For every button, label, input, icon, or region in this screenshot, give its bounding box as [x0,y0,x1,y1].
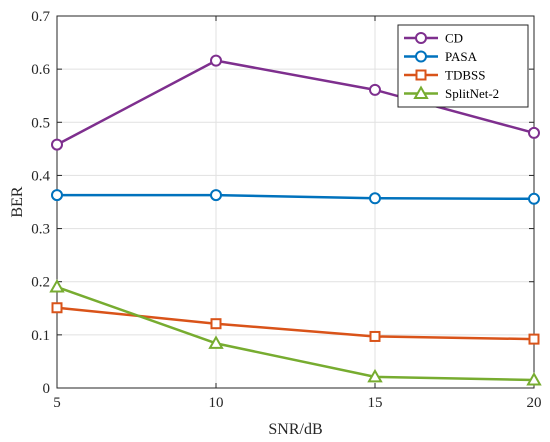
data-point-pasa [369,192,381,205]
data-point-splitnet-2 [367,368,383,383]
data-point-pasa [51,189,63,202]
x-tick-label: 15 [368,395,383,411]
legend-item-cd: CD [404,31,463,46]
data-point-splitnet-2 [208,335,224,349]
y-tick-label: 0.7 [31,9,50,25]
x-tick-label: 20 [527,395,542,411]
legend-label: PASA [445,49,478,64]
legend-item-pasa: PASA [404,49,478,64]
legend-marker [415,32,427,44]
legend: CD PASA TDBSS SplitNet-2 [397,24,529,108]
data-point-cd [528,126,540,139]
data-point-tdbss [369,330,381,342]
legend-item-splitnet-2: SplitNet-2 [404,85,499,101]
data-point-splitnet-2 [526,372,542,386]
series-line-cd [56,59,535,146]
y-tick-label: 0.5 [31,115,50,131]
legend-label: CD [445,31,463,46]
data-point-cd [51,138,63,151]
data-point-cd [210,54,222,67]
series-line-splitnet-2 [56,285,535,382]
x-tick-label: 5 [53,395,61,411]
axis-ticks: 5 10 15 20 0 0.1 0.2 0.3 0.4 0.5 0.6 0.7 [31,9,541,411]
y-tick-label: 0.6 [31,62,50,78]
data-point-cd [369,83,381,96]
data-point-splitnet-2 [49,279,65,293]
legend-marker [413,85,429,99]
series-cd [51,54,540,151]
data-point-tdbss [528,333,540,345]
y-tick-label: 0.3 [31,222,50,238]
legend-marker [415,50,427,63]
series-splitnet-2 [49,279,542,386]
y-tick-label: 0.4 [31,168,50,184]
series-pasa [51,189,540,205]
series-line-pasa [57,193,535,201]
data-point-pasa [210,189,222,202]
series-group [49,54,542,386]
y-tick-label: 0.1 [31,328,50,344]
legend-item-tdbss: TDBSS [404,68,485,83]
y-axis-label: BER [9,186,26,217]
legend-label: SplitNet-2 [445,86,499,101]
data-point-pasa [528,192,540,205]
y-tick-label: 0.2 [31,275,50,291]
data-point-tdbss [210,318,222,330]
data-point-tdbss [51,302,63,314]
x-axis-label: SNR/dB [268,421,322,438]
x-tick-label: 10 [209,395,224,411]
legend-label: TDBSS [445,68,485,83]
legend-marker [415,69,427,81]
y-tick-label: 0 [43,381,51,397]
